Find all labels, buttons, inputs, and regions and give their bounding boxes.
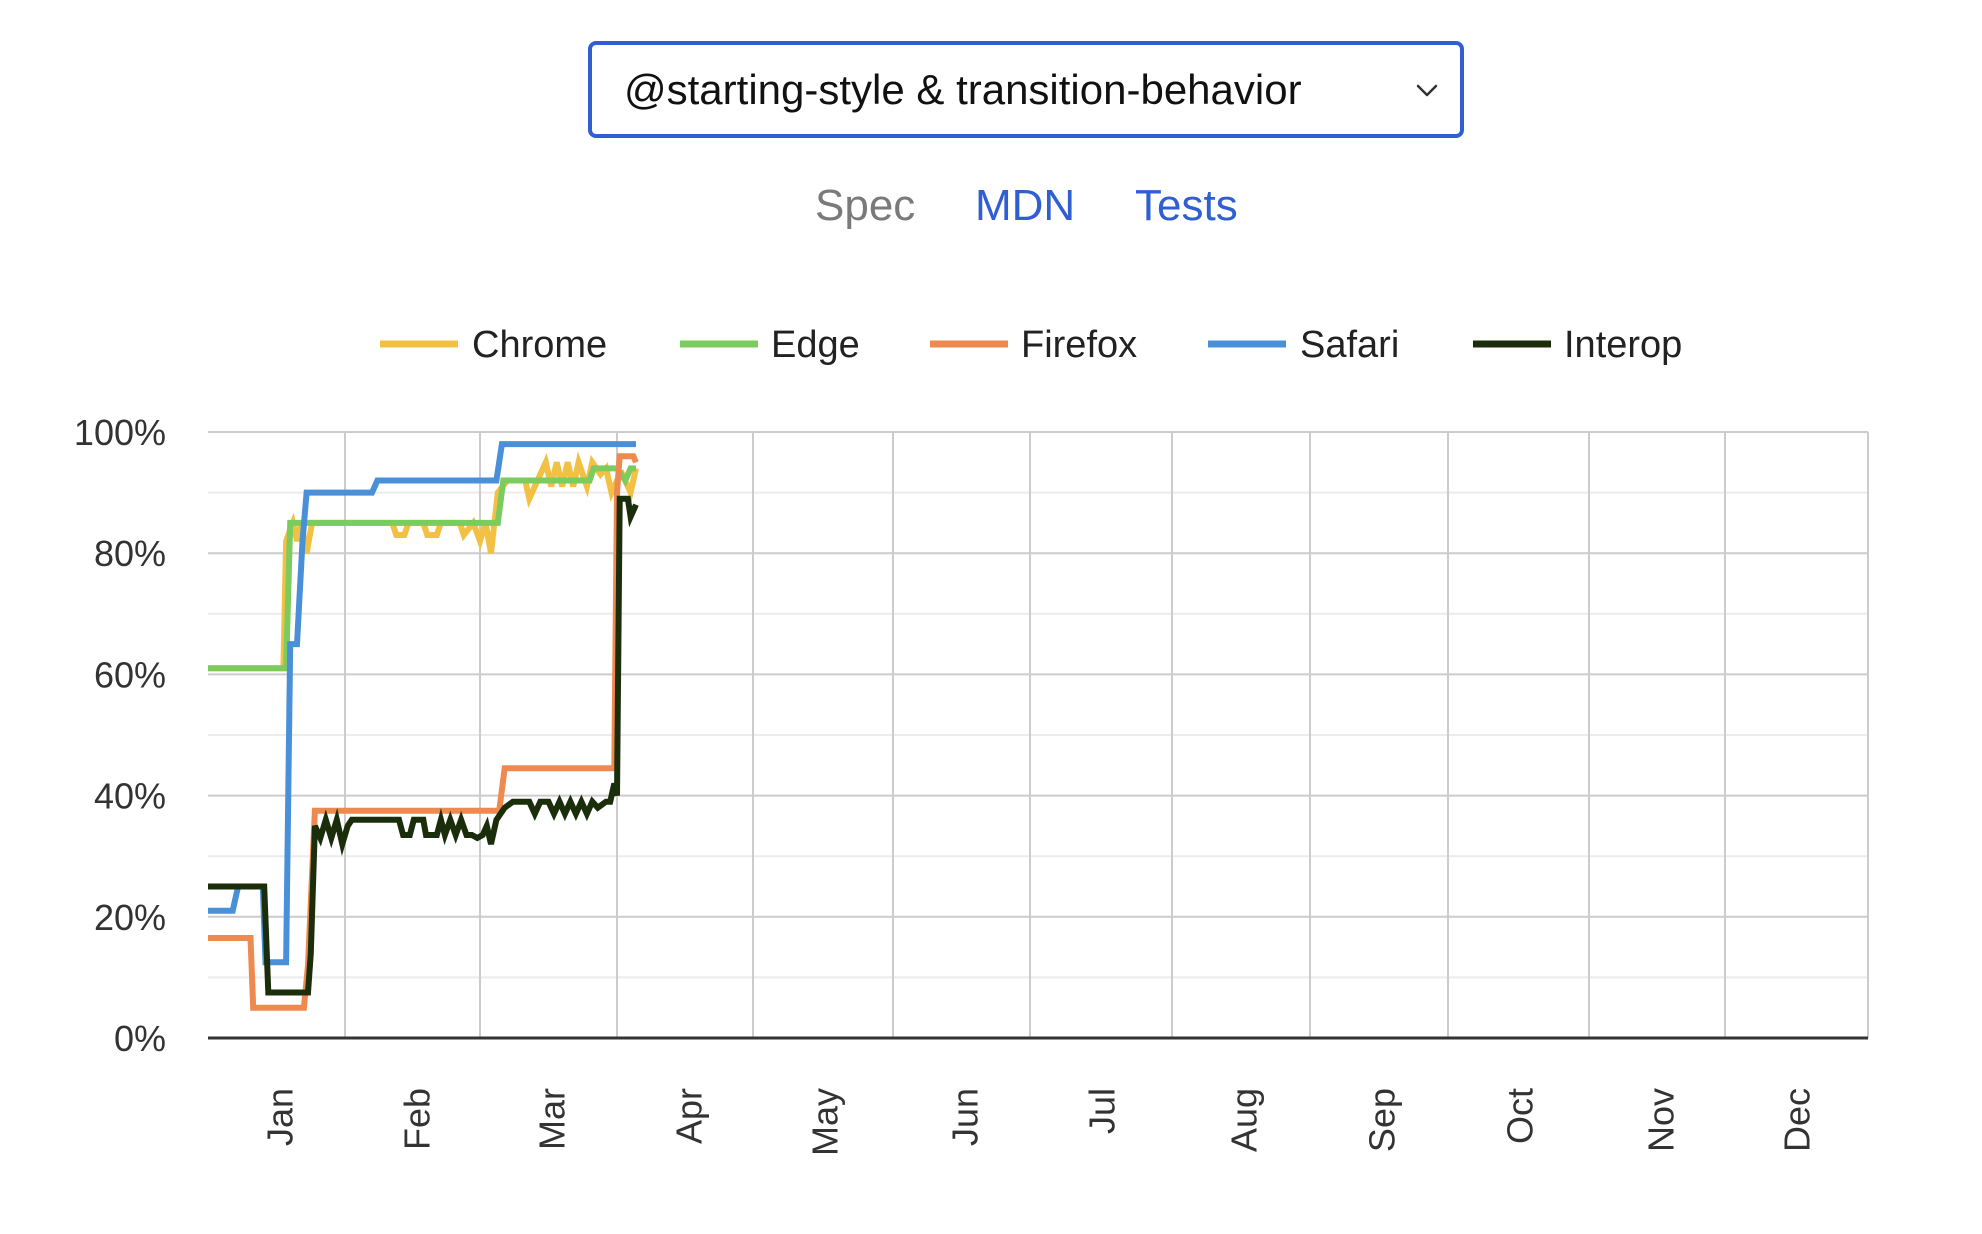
- y-tick-label: 60%: [94, 654, 166, 695]
- y-tick-label: 80%: [94, 533, 166, 574]
- chevron-down-icon: [1416, 84, 1438, 97]
- y-tick-label: 0%: [114, 1018, 166, 1059]
- x-tick-label: Jan: [260, 1088, 301, 1146]
- x-tick-label: Feb: [397, 1088, 438, 1150]
- axis-layer: 0% 20% 40% 60% 80% 100% Jan Feb Mar Apr May Jun Jul A…: [74, 412, 1868, 1156]
- series-layer: [208, 441, 639, 1011]
- legend-item-chrome[interactable]: Chrome: [380, 324, 607, 366]
- legend-label: Interop: [1564, 324, 1682, 366]
- legend-item-firefox[interactable]: Firefox: [930, 324, 1137, 366]
- legend-label: Firefox: [1021, 324, 1137, 366]
- x-tick-label: Aug: [1224, 1088, 1265, 1152]
- feature-select-value: @starting-style & transition-behavior: [624, 66, 1302, 113]
- y-tick-label: 100%: [74, 412, 166, 453]
- feature-select[interactable]: @starting-style & transition-behavior: [588, 41, 1464, 138]
- feature-links: Spec MDN Tests: [0, 176, 1982, 236]
- legend-label: Edge: [771, 324, 860, 366]
- series-line-firefox: [208, 453, 639, 1011]
- x-tick-label: Dec: [1777, 1088, 1818, 1152]
- legend-label: Chrome: [472, 324, 607, 366]
- x-tick-label: Nov: [1641, 1088, 1682, 1152]
- x-tick-label: Oct: [1500, 1088, 1541, 1144]
- grid-layer: [208, 431, 1869, 1038]
- legend-item-safari[interactable]: Safari: [1208, 324, 1399, 366]
- x-tick-label: Jul: [1082, 1088, 1123, 1134]
- series-line-edge: [208, 465, 636, 672]
- x-tick-label: Sep: [1362, 1088, 1403, 1152]
- spec-link[interactable]: Spec: [815, 181, 916, 230]
- x-tick-label: Apr: [669, 1088, 710, 1144]
- chart-legend: Chrome Edge Firefox Safari Interop: [380, 324, 1682, 366]
- series-line-interop: [208, 495, 639, 996]
- x-tick-label: May: [805, 1088, 846, 1156]
- y-tick-label: 40%: [94, 776, 166, 817]
- mdn-link[interactable]: MDN: [975, 181, 1076, 230]
- x-tick-label: Jun: [945, 1088, 986, 1146]
- y-tick-label: 20%: [94, 897, 166, 938]
- tests-link[interactable]: Tests: [1135, 181, 1238, 230]
- legend-label: Safari: [1300, 324, 1399, 366]
- legend-item-edge[interactable]: Edge: [680, 324, 860, 366]
- x-tick-label: Mar: [532, 1088, 573, 1150]
- legend-item-interop[interactable]: Interop: [1473, 324, 1682, 366]
